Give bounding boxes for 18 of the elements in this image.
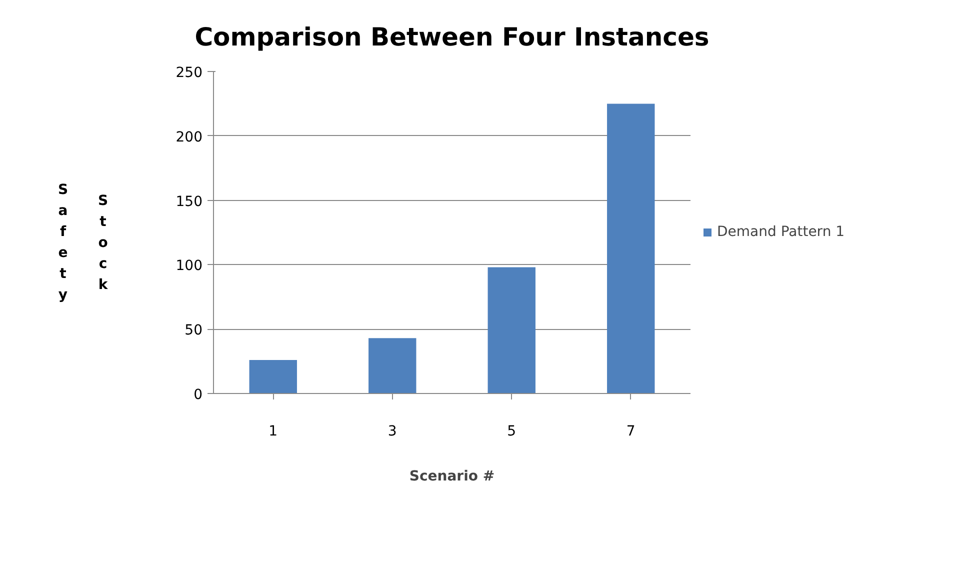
y-tick-label: 200 [176,129,203,146]
bar [368,338,416,394]
chart-title: Comparison Between Four Instances [194,22,710,52]
y-tick-label: 0 [194,387,203,403]
bar [488,267,536,394]
bar [607,104,655,394]
y-tick-label: 100 [176,258,203,274]
x-axis-title: Scenario # [409,468,495,484]
x-tick-label: 5 [507,424,516,440]
legend-label: Demand Pattern 1 [717,224,845,240]
bar [249,360,297,394]
x-tick-label: 3 [388,424,397,440]
y-tick-label: 250 [176,65,203,81]
x-tick-label: 1 [268,424,278,440]
text: Safety Stock [55,182,111,308]
y-tick-label: 50 [184,322,203,339]
y-tick-label: 150 [176,194,203,210]
x-tick-label: 7 [626,424,636,440]
